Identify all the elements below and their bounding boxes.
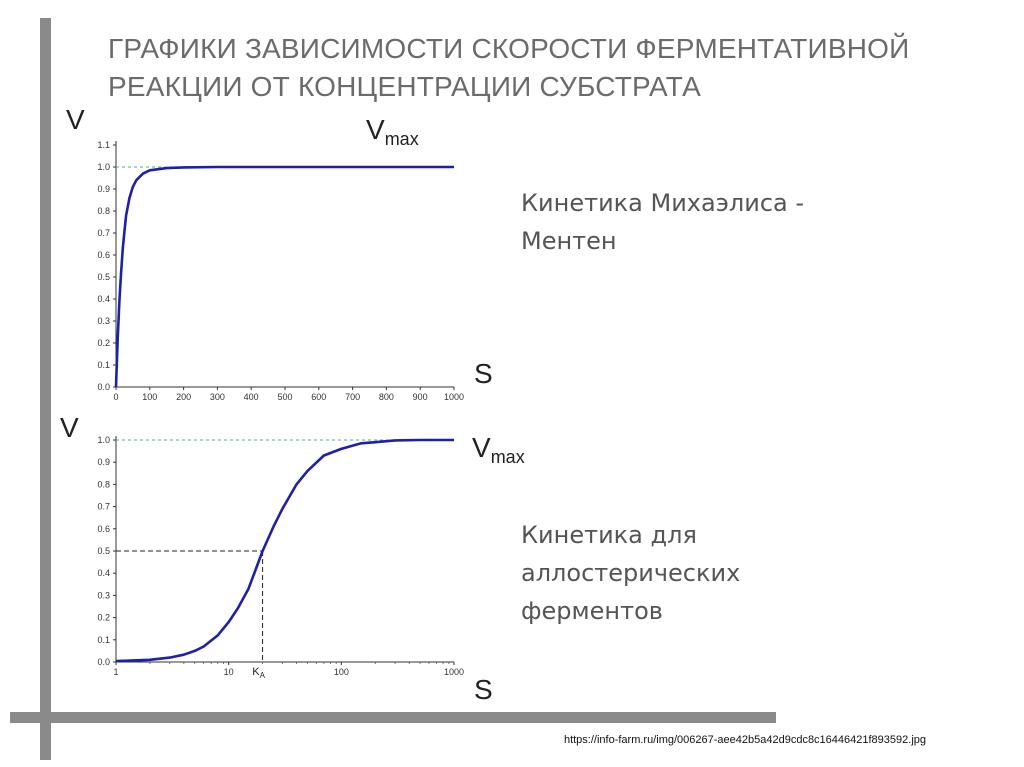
top-chart-y-tick-label: 0.8 (97, 206, 110, 216)
bottom-chart-x-tick-label: 100 (334, 667, 349, 677)
top-chart-x-tick-label: 400 (244, 392, 259, 402)
top-chart-y-tick-label: 0.9 (97, 184, 110, 194)
caption-bottom-line-1: Кинетика для (521, 521, 697, 549)
bottom-chart-x-tick-label: 1000 (444, 667, 464, 677)
slide-title-line-2: реакции от концентрации субстрата (108, 71, 701, 102)
top-chart-y-tick-label: 0.0 (97, 382, 110, 392)
top-chart-x-tick-label: 800 (379, 392, 394, 402)
top-chart-y-tick-label: 1.0 (97, 162, 110, 172)
top-chart-y-tick-label: 1.1 (97, 140, 110, 150)
bottom-chart-y-tick-label: 0.5 (97, 546, 110, 556)
top-chart-y-tick-label: 0.6 (97, 250, 110, 260)
caption-bottom-line-3: ферментов (521, 597, 663, 625)
top-chart-y-tick-label: 0.1 (97, 360, 110, 370)
top-chart-x-tick-label: 600 (311, 392, 326, 402)
bottom-chart-y-tick-label: 0.8 (97, 479, 110, 489)
caption-top-line-2: Ментен (521, 227, 617, 255)
bottom-chart-curve (115, 438, 454, 663)
top-chart-y-tick-label: 0.4 (97, 294, 110, 304)
top-chart-y-tick-label: 0.7 (97, 228, 110, 238)
top-chart-x-tick-label: 200 (176, 392, 191, 402)
bottom-chart-y-tick-label: 1.0 (97, 435, 110, 445)
caption-allosteric: Кинетика для аллостерических ферментов (521, 516, 821, 630)
bottom-chart-vmax-text: V (472, 432, 491, 463)
source-url: https://info-farm.ru/img/006267-aee42b5a… (563, 734, 926, 746)
top-chart-x-tick-label: 300 (210, 392, 225, 402)
bottom-chart-x-tick-label: 1 (113, 667, 118, 677)
top-chart-y-axis-label: V (66, 104, 85, 135)
caption-top-line-1: Кинетика Михаэлиса - (521, 189, 805, 217)
top-chart-y-tick-label: 0.3 (97, 316, 110, 326)
bottom-chart-x-axis-label: S (474, 674, 493, 705)
bottom-chart-y-axis-label: V (60, 412, 79, 443)
caption-michaelis-menten: Кинетика Михаэлиса - Ментен (521, 184, 881, 260)
decorative-vertical-bar (40, 18, 51, 760)
top-chart-x-tick-label: 900 (413, 392, 428, 402)
caption-bottom-line-2: аллостерических (521, 559, 741, 587)
bottom-chart-y-tick-label: 0.9 (97, 457, 110, 467)
slide-title: Графики зависимости скорости ферментатив… (108, 30, 968, 106)
bottom-chart-y-tick-label: 0.4 (97, 568, 110, 578)
bottom-chart-y-tick-label: 0.7 (97, 502, 110, 512)
top-chart-vmax-text: V (366, 114, 385, 145)
top-chart-vmax-label: Vmax (366, 114, 419, 150)
top-chart-curve (114, 165, 454, 388)
slide-title-line-1: Графики зависимости скорости ферментатив… (108, 33, 910, 64)
top-chart-y-tick-label: 0.5 (97, 272, 110, 282)
top-chart-x-tick-label: 0 (113, 392, 118, 402)
decorative-horizontal-bar (10, 712, 776, 723)
bottom-chart-y-tick-label: 0.6 (97, 524, 110, 534)
top-chart-vmax-subscript: max (384, 129, 419, 149)
bottom-chart-y-tick-label: 0.0 (97, 657, 110, 667)
top-chart-y-tick-label: 0.2 (97, 338, 110, 348)
top-chart-x-tick-label: 100 (142, 392, 157, 402)
bottom-chart-y-tick-label: 0.1 (97, 635, 110, 645)
top-chart-x-tick-label: 700 (345, 392, 360, 402)
bottom-chart-y-tick-label: 0.3 (97, 590, 110, 600)
bottom-chart-y-tick-label: 0.2 (97, 613, 110, 623)
bottom-chart-ka-subscript: A (260, 671, 266, 680)
top-chart-x-tick-label: 500 (277, 392, 292, 402)
bottom-chart-ka-label: KA (252, 666, 265, 680)
bottom-chart-vmax-subscript: max (490, 447, 525, 467)
top-chart-x-tick-label: 1000 (444, 392, 464, 402)
bottom-chart-x-tick-label: 10 (224, 667, 234, 677)
bottom-chart-vmax-label: Vmax (472, 432, 525, 468)
top-chart-x-axis-label: S (474, 358, 493, 389)
